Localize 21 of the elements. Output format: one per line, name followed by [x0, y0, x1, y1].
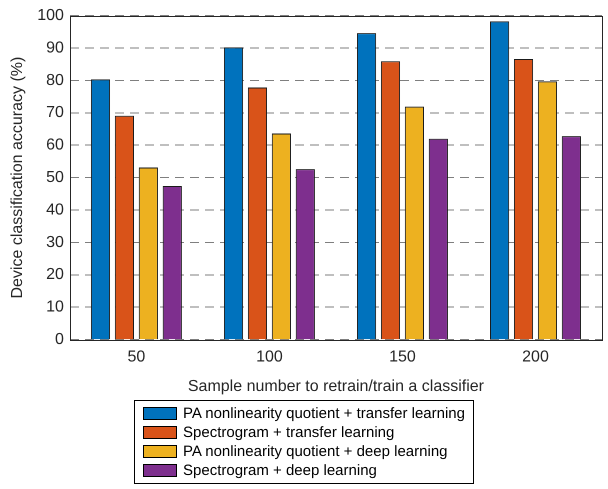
y-tick-label: 10 [46, 298, 64, 316]
y-tick-label: 20 [46, 266, 64, 284]
y-tick-label: 50 [46, 169, 64, 186]
y-tick-label: 70 [46, 104, 64, 122]
y-axis-title: Device classification accuracy (%) [9, 56, 26, 299]
legend-label: Spectrogram + transfer learning [183, 424, 394, 441]
legend-label: Spectrogram + deep learning [183, 462, 377, 479]
y-tick-label: 60 [46, 136, 64, 154]
y-tick-label: 100 [37, 7, 64, 24]
y-tick-label: 40 [46, 201, 64, 218]
y-tick-label: 0 [54, 331, 64, 348]
legend-label: PA nonlinearity quotient + deep learning [183, 443, 448, 460]
x-tick-label: 200 [522, 348, 549, 366]
x-tick-label: 150 [389, 348, 416, 366]
y-tick-label: 30 [46, 234, 64, 251]
y-tick-label: 80 [46, 72, 64, 89]
x-axis-title: Sample number to retrain/train a classifier [188, 378, 485, 395]
x-tick-label: 100 [256, 348, 283, 366]
x-tick-label: 50 [128, 348, 146, 366]
legend-label: PA nonlinearity quotient + transfer learning [183, 405, 465, 422]
y-tick-label: 90 [46, 39, 64, 56]
